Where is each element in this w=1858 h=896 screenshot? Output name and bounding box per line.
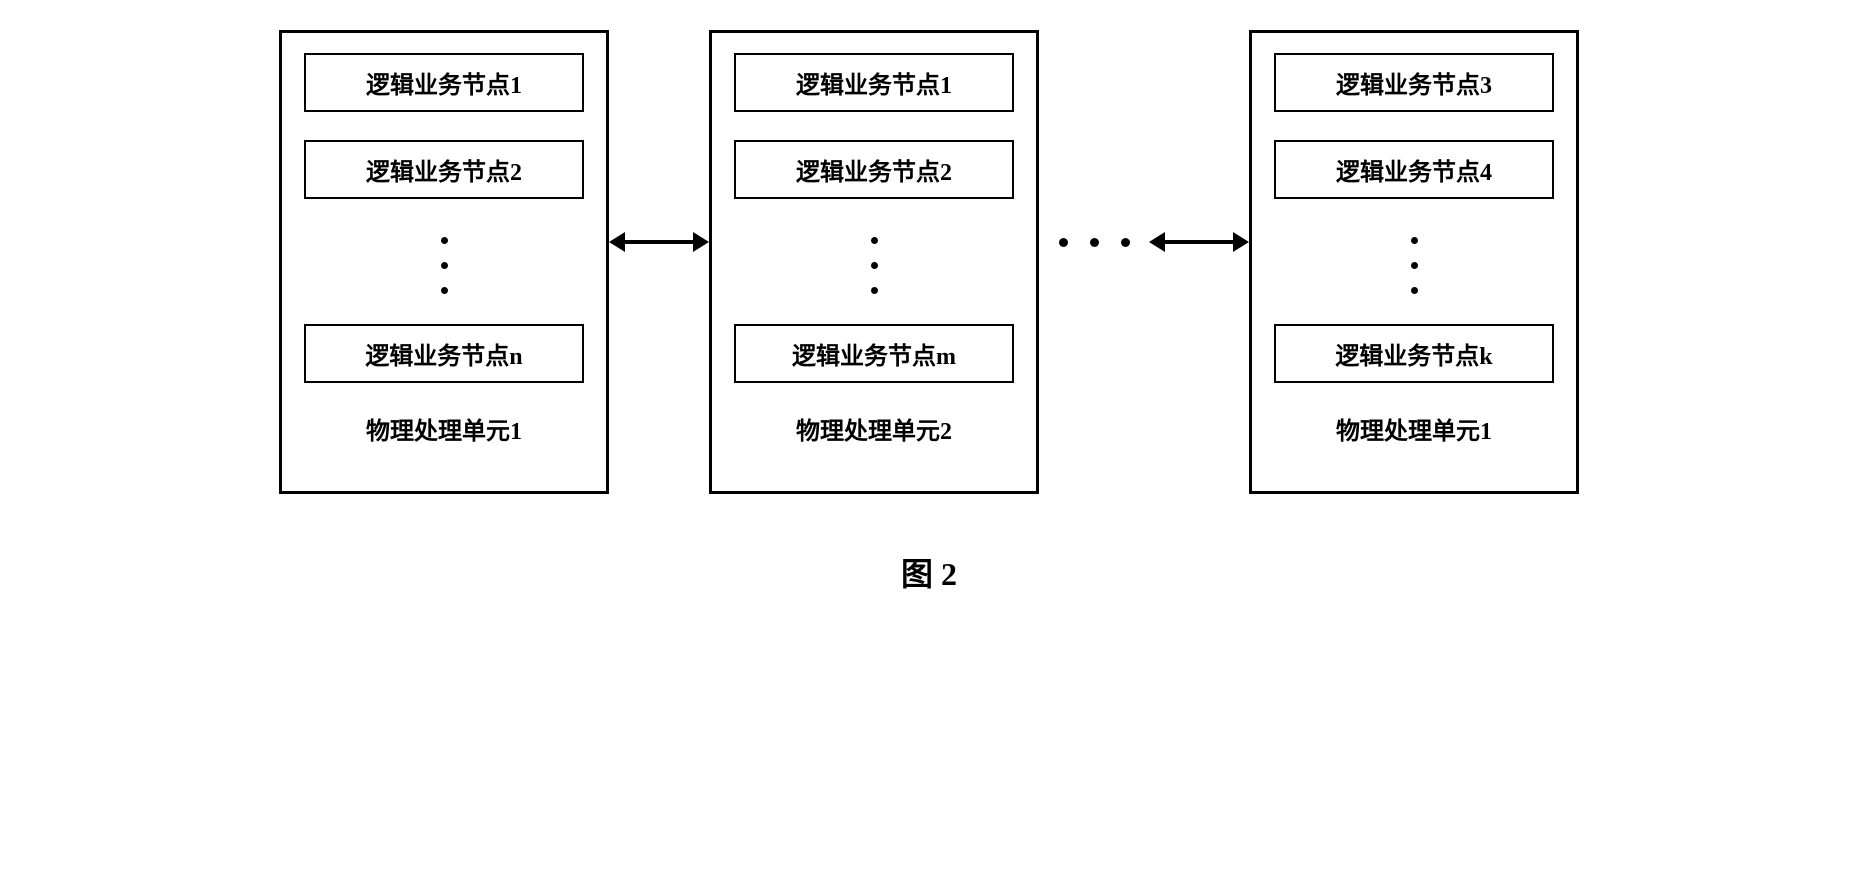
double-arrow-icon xyxy=(1149,222,1249,262)
unit-label: 物理处理单元2 xyxy=(796,411,952,446)
horizontal-dots-icon xyxy=(1039,238,1149,247)
logic-node: 逻辑业务节点1 xyxy=(304,53,584,112)
logic-node: 逻辑业务节点3 xyxy=(1274,53,1554,112)
physical-unit-1: 逻辑业务节点1 逻辑业务节点2 逻辑业务节点n 物理处理单元1 xyxy=(279,30,609,494)
unit-label: 物理处理单元1 xyxy=(1336,411,1492,446)
diagram-container: 逻辑业务节点1 逻辑业务节点2 逻辑业务节点n 物理处理单元1 逻辑业务节点1 … xyxy=(279,30,1579,494)
vertical-dots-icon xyxy=(441,237,448,294)
logic-node: 逻辑业务节点m xyxy=(734,324,1014,383)
logic-node: 逻辑业务节点4 xyxy=(1274,140,1554,199)
logic-node: 逻辑业务节点2 xyxy=(304,140,584,199)
logic-node: 逻辑业务节点2 xyxy=(734,140,1014,199)
physical-unit-3: 逻辑业务节点3 逻辑业务节点4 逻辑业务节点k 物理处理单元1 xyxy=(1249,30,1579,494)
logic-node: 逻辑业务节点1 xyxy=(734,53,1014,112)
double-arrow-icon xyxy=(609,222,709,262)
logic-node: 逻辑业务节点n xyxy=(304,324,584,383)
vertical-dots-icon xyxy=(871,237,878,294)
vertical-dots-icon xyxy=(1411,237,1418,294)
logic-node: 逻辑业务节点k xyxy=(1274,324,1554,383)
unit-label: 物理处理单元1 xyxy=(366,411,522,446)
physical-unit-2: 逻辑业务节点1 逻辑业务节点2 逻辑业务节点m 物理处理单元2 xyxy=(709,30,1039,494)
figure-caption: 图 2 xyxy=(901,549,957,595)
